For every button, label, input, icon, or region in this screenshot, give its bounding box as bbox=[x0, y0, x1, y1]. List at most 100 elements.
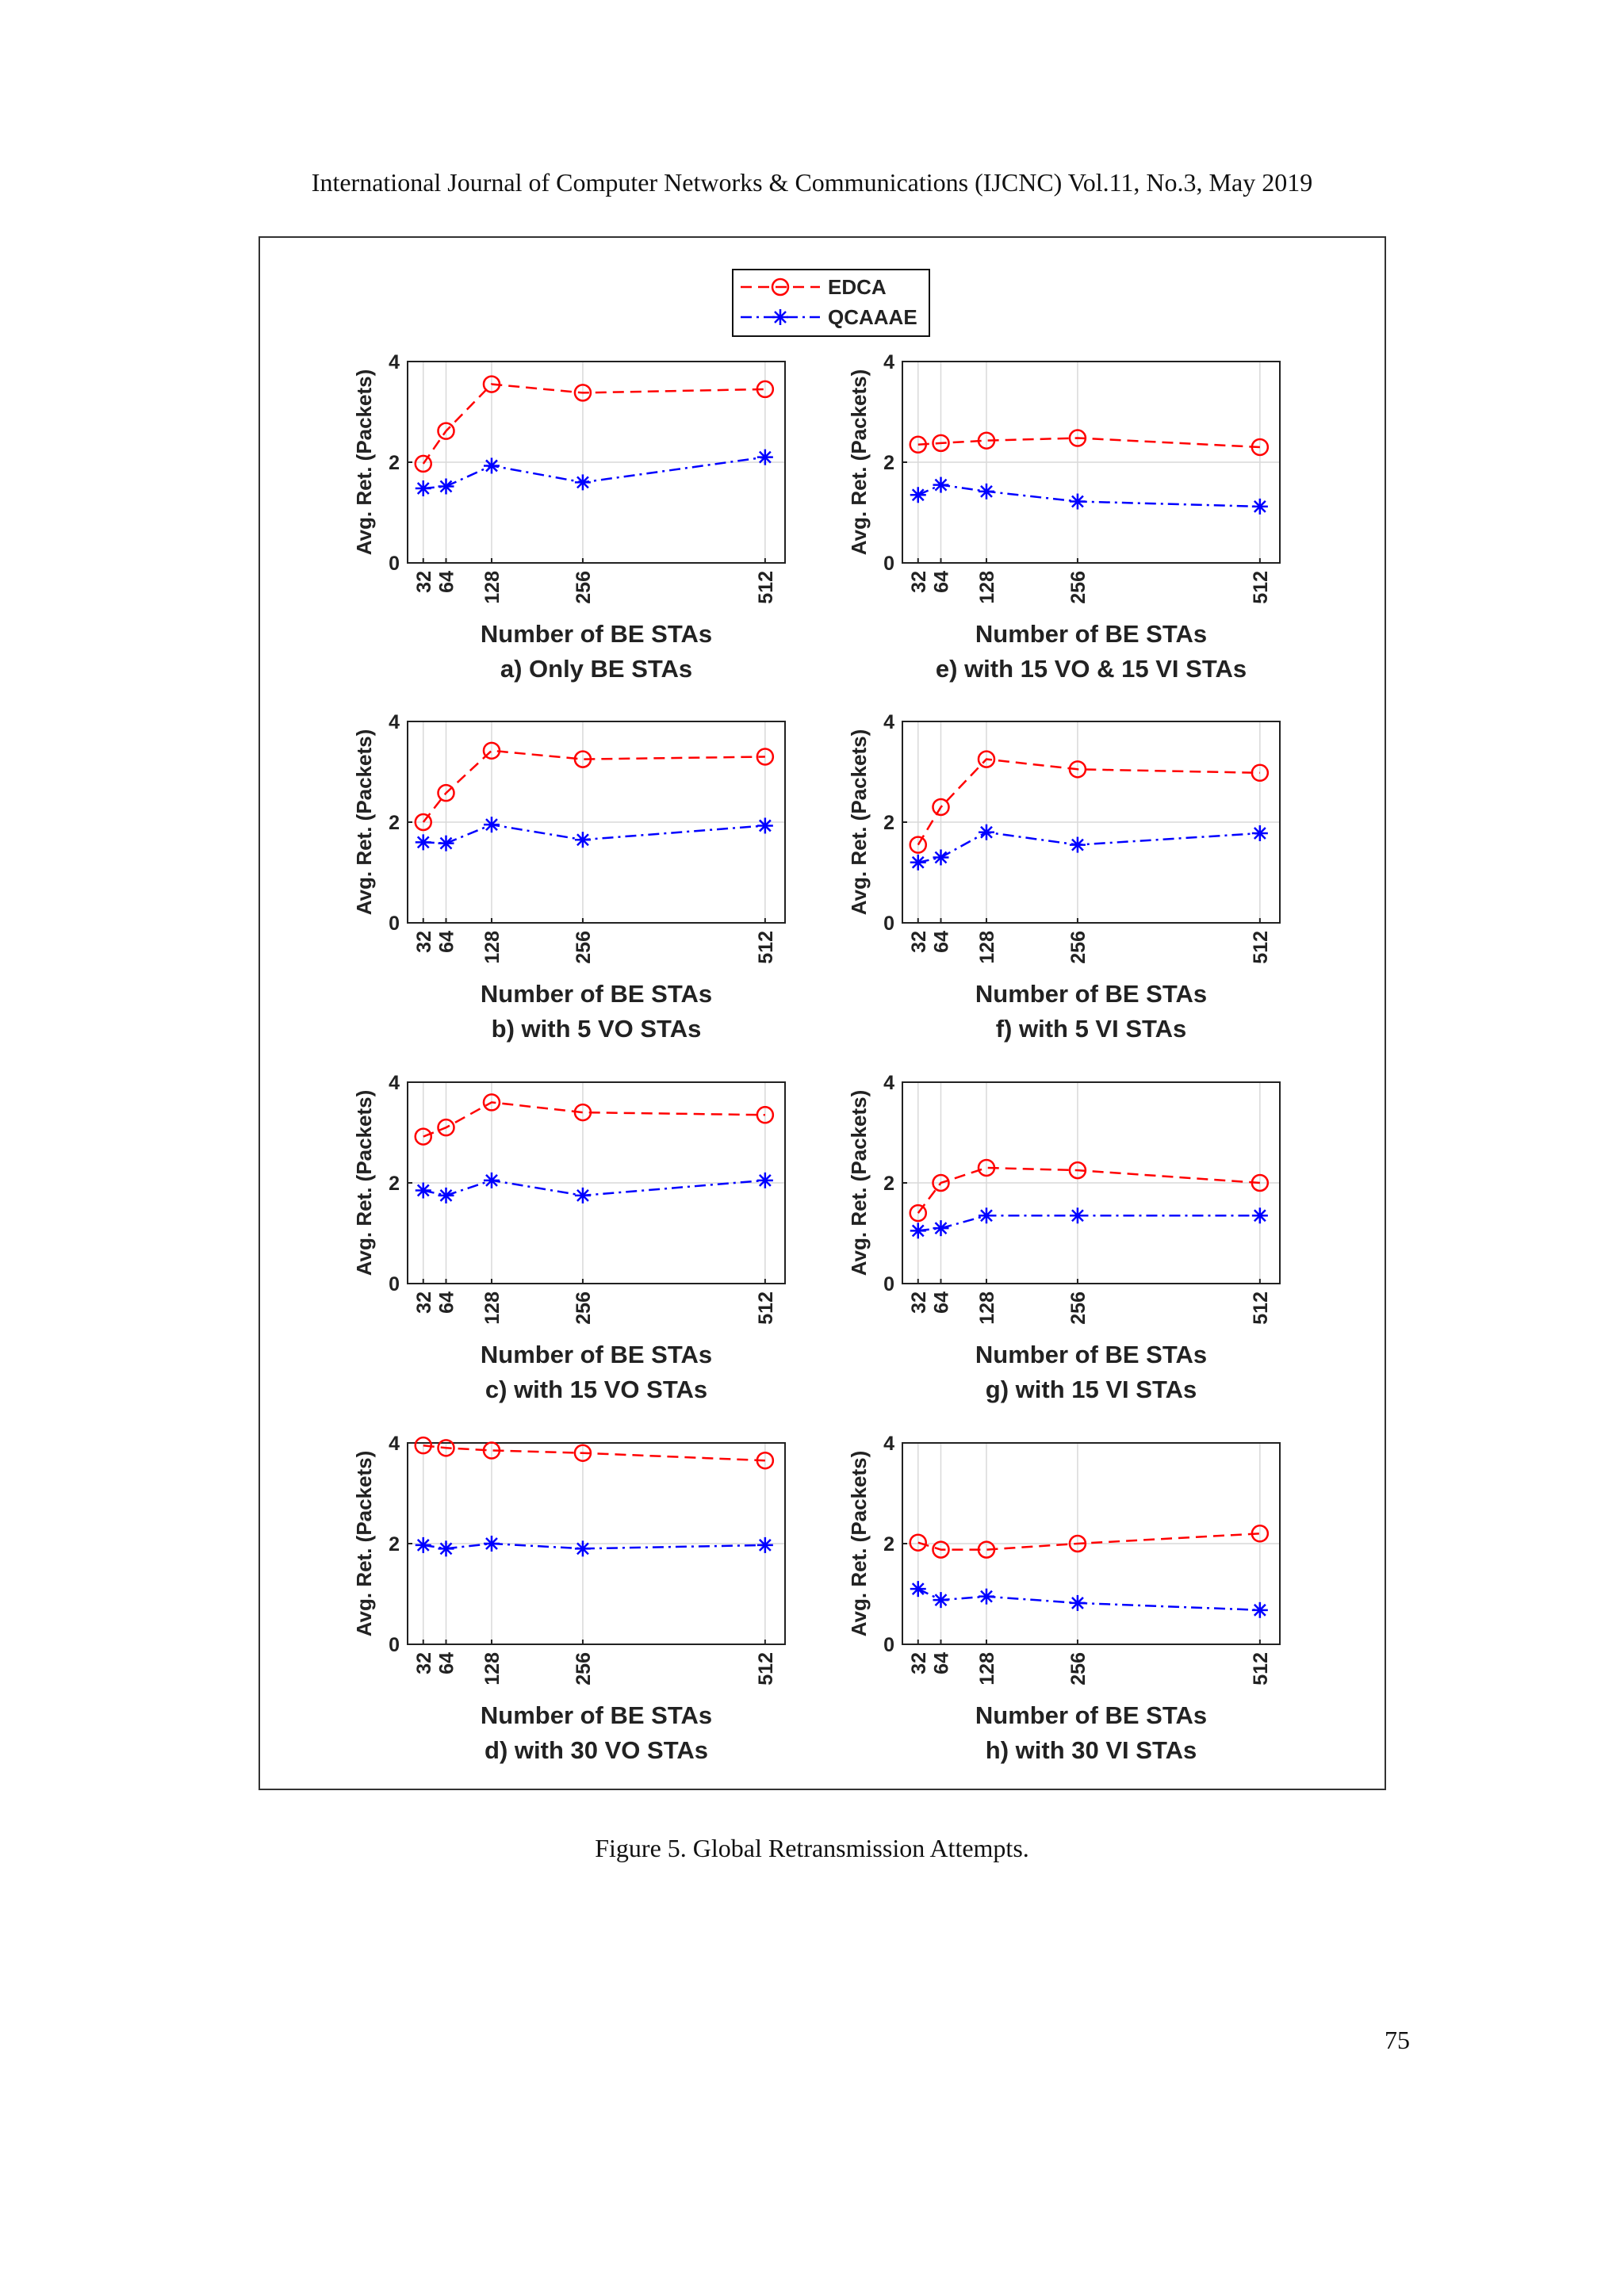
figure-frame bbox=[259, 236, 1386, 1790]
chart-title: b) with 5 VO STAs bbox=[492, 1015, 702, 1043]
series-line-edca bbox=[423, 1101, 765, 1138]
data-point-edca bbox=[437, 422, 455, 440]
data-point-edca bbox=[932, 434, 950, 453]
y-axis-label: Avg. Ret. (Packets) bbox=[352, 1451, 376, 1637]
data-point-qcaaae bbox=[1069, 1207, 1086, 1224]
data-point-edca bbox=[414, 1436, 433, 1455]
data-point-edca bbox=[932, 1173, 950, 1192]
x-tick-label: 64 bbox=[930, 1292, 952, 1314]
x-axis-label: Number of BE STAs bbox=[481, 1701, 712, 1729]
data-point-qcaaae bbox=[483, 1536, 500, 1552]
y-tick-label: 2 bbox=[389, 812, 400, 834]
x-tick-label: 256 bbox=[573, 931, 595, 964]
data-point-edca bbox=[909, 1533, 928, 1552]
data-point-edca bbox=[1251, 1173, 1270, 1192]
chart-title: g) with 15 VI STAs bbox=[986, 1376, 1197, 1403]
chart-title: c) with 15 VO STAs bbox=[485, 1376, 707, 1403]
x-axis-label: Number of BE STAs bbox=[481, 1341, 712, 1368]
data-point-edca bbox=[437, 1118, 455, 1137]
data-point-edca bbox=[414, 454, 433, 473]
data-point-qcaaae bbox=[910, 487, 926, 503]
x-tick-label: 128 bbox=[976, 1292, 998, 1325]
chart-panel-6: 0 2 4 32 64 128 256 512 Avg. Ret. (Packets) Numbe… bbox=[847, 711, 1281, 1043]
chart-panel-7: 0 2 4 32 64 128 256 512 Avg. Ret. (Packets) Numbe… bbox=[847, 1072, 1281, 1403]
x-tick-label: 512 bbox=[755, 1652, 777, 1686]
chart-panel-5: 0 2 4 32 64 128 256 512 Avg. Ret. (Packets) Numbe… bbox=[847, 351, 1281, 683]
chart-panel-1: 0 2 4 32 64 128 256 512 Avg. Ret. (Packets) Numbe… bbox=[352, 351, 786, 683]
page-number: 75 bbox=[1385, 2026, 1410, 2054]
figure-caption: Figure 5. Global Retransmission Attempts… bbox=[595, 1834, 1029, 1862]
data-point-edca bbox=[909, 1203, 928, 1223]
series-line-edca bbox=[422, 383, 765, 465]
x-tick-label: 32 bbox=[908, 571, 930, 593]
data-point-qcaaae bbox=[1069, 493, 1086, 510]
x-tick-label: 64 bbox=[435, 1652, 458, 1674]
x-tick-label: 128 bbox=[481, 571, 504, 604]
x-axis-label: Number of BE STAs bbox=[481, 620, 712, 648]
chart-panel-4: 0 2 4 32 64 128 256 512 Avg. Ret. (Packets) Numbe… bbox=[352, 1433, 786, 1764]
series-line-edca bbox=[917, 1166, 1260, 1214]
data-point-qcaaae bbox=[415, 834, 431, 851]
data-point-qcaaae bbox=[910, 1223, 926, 1239]
y-tick-label: 0 bbox=[883, 553, 894, 575]
x-tick-label: 32 bbox=[908, 931, 930, 953]
data-point-qcaaae bbox=[756, 1172, 773, 1188]
data-point-edca bbox=[1251, 438, 1270, 457]
x-tick-label: 64 bbox=[435, 931, 458, 953]
x-tick-label: 64 bbox=[930, 571, 952, 593]
y-tick-label: 4 bbox=[389, 1072, 400, 1094]
y-tick-label: 2 bbox=[389, 1173, 400, 1195]
data-point-qcaaae bbox=[978, 824, 994, 840]
x-tick-label: 64 bbox=[930, 931, 952, 953]
data-point-qcaaae bbox=[574, 1540, 591, 1557]
y-axis-label: Avg. Ret. (Packets) bbox=[847, 369, 871, 556]
x-tick-label: 128 bbox=[976, 571, 998, 604]
data-point-edca bbox=[573, 750, 592, 768]
y-tick-label: 4 bbox=[389, 711, 400, 733]
data-point-edca bbox=[1251, 763, 1270, 783]
data-point-edca bbox=[909, 435, 928, 454]
chart-panel-3: 0 2 4 32 64 128 256 512 Avg. Ret. (Packets) Numbe… bbox=[352, 1072, 786, 1403]
y-tick-label: 4 bbox=[389, 351, 400, 373]
x-tick-label: 128 bbox=[481, 1292, 504, 1325]
x-axis-label: Number of BE STAs bbox=[481, 980, 712, 1008]
data-point-edca bbox=[977, 750, 996, 768]
x-tick-label: 64 bbox=[930, 1652, 952, 1674]
data-point-edca bbox=[573, 384, 592, 402]
data-point-qcaaae bbox=[574, 474, 591, 491]
data-point-qcaaae bbox=[756, 817, 773, 834]
y-axis-label: Avg. Ret. (Packets) bbox=[847, 729, 871, 916]
data-point-edca bbox=[437, 1439, 455, 1457]
x-tick-label: 128 bbox=[481, 1652, 504, 1686]
y-tick-label: 4 bbox=[389, 1433, 400, 1455]
x-axis-label: Number of BE STAs bbox=[975, 980, 1207, 1008]
y-tick-label: 2 bbox=[389, 1533, 400, 1556]
data-point-qcaaae bbox=[415, 1536, 431, 1553]
data-point-qcaaae bbox=[933, 1592, 949, 1609]
data-point-qcaaae bbox=[483, 457, 500, 474]
data-point-qcaaae bbox=[438, 1187, 454, 1203]
data-point-qcaaae bbox=[1251, 825, 1268, 841]
data-point-qcaaae bbox=[483, 817, 500, 833]
x-tick-label: 512 bbox=[1250, 1652, 1272, 1686]
data-point-qcaaae bbox=[1069, 1594, 1086, 1611]
x-tick-label: 256 bbox=[1067, 931, 1090, 964]
x-axis-label: Number of BE STAs bbox=[975, 620, 1207, 648]
data-point-edca bbox=[909, 836, 928, 854]
y-axis-label: Avg. Ret. (Packets) bbox=[352, 369, 376, 556]
x-tick-label: 512 bbox=[755, 571, 777, 604]
data-point-edca bbox=[437, 783, 455, 802]
data-point-edca bbox=[1068, 429, 1087, 447]
data-point-edca bbox=[756, 1106, 775, 1124]
data-point-qcaaae bbox=[415, 1182, 431, 1199]
data-point-edca bbox=[1068, 760, 1087, 779]
data-point-qcaaae bbox=[438, 478, 454, 495]
data-point-edca bbox=[414, 1127, 433, 1146]
x-tick-label: 128 bbox=[481, 931, 504, 964]
y-tick-label: 2 bbox=[883, 1533, 894, 1556]
x-tick-label: 128 bbox=[976, 1652, 998, 1686]
y-tick-label: 2 bbox=[883, 1173, 894, 1195]
y-axis-label: Avg. Ret. (Packets) bbox=[352, 1090, 376, 1276]
x-tick-label: 32 bbox=[413, 931, 435, 953]
